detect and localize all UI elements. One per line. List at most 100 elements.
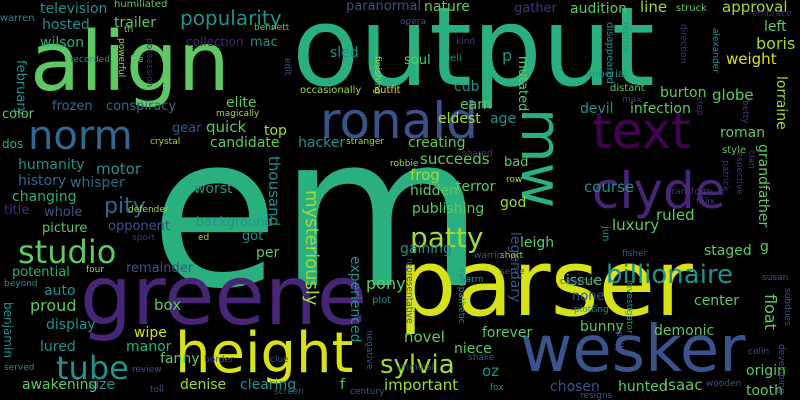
word: disappeared [604, 22, 615, 84]
word: greene [80, 249, 368, 344]
word: float [761, 294, 780, 330]
word: worst [194, 181, 233, 197]
word: struck [676, 3, 707, 14]
word: wipe [134, 325, 167, 341]
word: collection [186, 35, 244, 49]
word: display [46, 317, 96, 333]
word: manor [126, 339, 172, 355]
word: height [175, 321, 354, 386]
word: serve [500, 267, 525, 277]
word: investigator [624, 280, 634, 334]
word: felix [696, 197, 716, 207]
word: gather [514, 1, 557, 16]
word: warrior [474, 251, 506, 261]
word: none [572, 289, 605, 304]
word: bennett [254, 23, 290, 33]
word: opera [400, 17, 426, 27]
word: toll [150, 385, 165, 395]
word: legendary [507, 232, 523, 303]
word: history [18, 173, 67, 189]
word: fox [490, 383, 504, 393]
word: forever [482, 325, 533, 341]
word: terror [456, 179, 496, 195]
word: picture [42, 221, 88, 236]
word: wooden [706, 379, 742, 389]
word: trailer [114, 15, 156, 31]
word: mw [508, 108, 573, 209]
word: embrace [752, 9, 792, 19]
word: clue [270, 355, 289, 365]
word: output [292, 0, 655, 111]
word: screen [274, 387, 304, 397]
word: frog [410, 166, 440, 184]
word: bad [504, 155, 529, 170]
word: benjamin [1, 302, 15, 358]
word: issue [566, 273, 602, 289]
word: ed [198, 233, 210, 243]
word: susan [762, 273, 789, 283]
word: border [204, 355, 234, 365]
word: crystal [150, 137, 181, 147]
word: ronald [320, 92, 479, 150]
word: rapidly [614, 322, 624, 353]
word: parser [398, 230, 693, 337]
word: line [640, 0, 668, 16]
word: experienced [347, 256, 363, 343]
word: occasionally [300, 85, 362, 96]
word: auto [44, 283, 76, 299]
word: warren [0, 13, 35, 24]
word: hunted [618, 379, 668, 395]
word: sled [330, 45, 359, 61]
word: patrick [720, 160, 730, 192]
word: respective [734, 148, 744, 195]
word: paranormal [346, 0, 422, 14]
word: style [722, 145, 746, 156]
word: mysteriously [301, 190, 322, 306]
word: dos [2, 137, 24, 151]
word: grandfather [755, 144, 771, 228]
word: step [694, 96, 704, 116]
word: gear [172, 121, 202, 136]
word: betty [740, 100, 750, 124]
word: imperial [586, 69, 627, 80]
word: sylvia [380, 350, 455, 380]
word: lorraine [773, 76, 789, 130]
word: four [86, 265, 105, 275]
word: plot [372, 295, 392, 306]
word: reprise [620, 22, 630, 54]
word: box [154, 296, 182, 314]
word: course [584, 178, 635, 196]
word: f [340, 377, 345, 393]
word: quick [206, 118, 247, 136]
word: television [40, 1, 108, 17]
word: niece [454, 341, 492, 357]
word: g [760, 239, 769, 255]
word: shake [468, 353, 495, 363]
word: beyond [4, 279, 38, 289]
word: direction [678, 24, 688, 64]
word: clyde [592, 162, 726, 220]
word: remainder [126, 261, 194, 276]
word: subdues [782, 288, 792, 326]
word: alexander [710, 28, 720, 73]
word: eli [450, 53, 462, 64]
word: candidate [210, 135, 280, 151]
word: staged [704, 243, 752, 259]
word: demonic [654, 323, 715, 339]
word: roman [720, 125, 766, 141]
word: audition [570, 1, 628, 17]
word: cub [454, 79, 480, 95]
word: approval [722, 0, 788, 16]
word: awakening [22, 377, 98, 393]
word: devil [580, 101, 614, 117]
word: creating [408, 135, 466, 151]
word: negative [364, 330, 374, 370]
word: tooth [746, 383, 783, 399]
word: popularity [180, 6, 282, 30]
word: size [88, 377, 116, 393]
word: denise [180, 377, 227, 393]
word: harm [460, 275, 484, 285]
word: mutated [515, 56, 530, 112]
word: got [242, 229, 264, 244]
